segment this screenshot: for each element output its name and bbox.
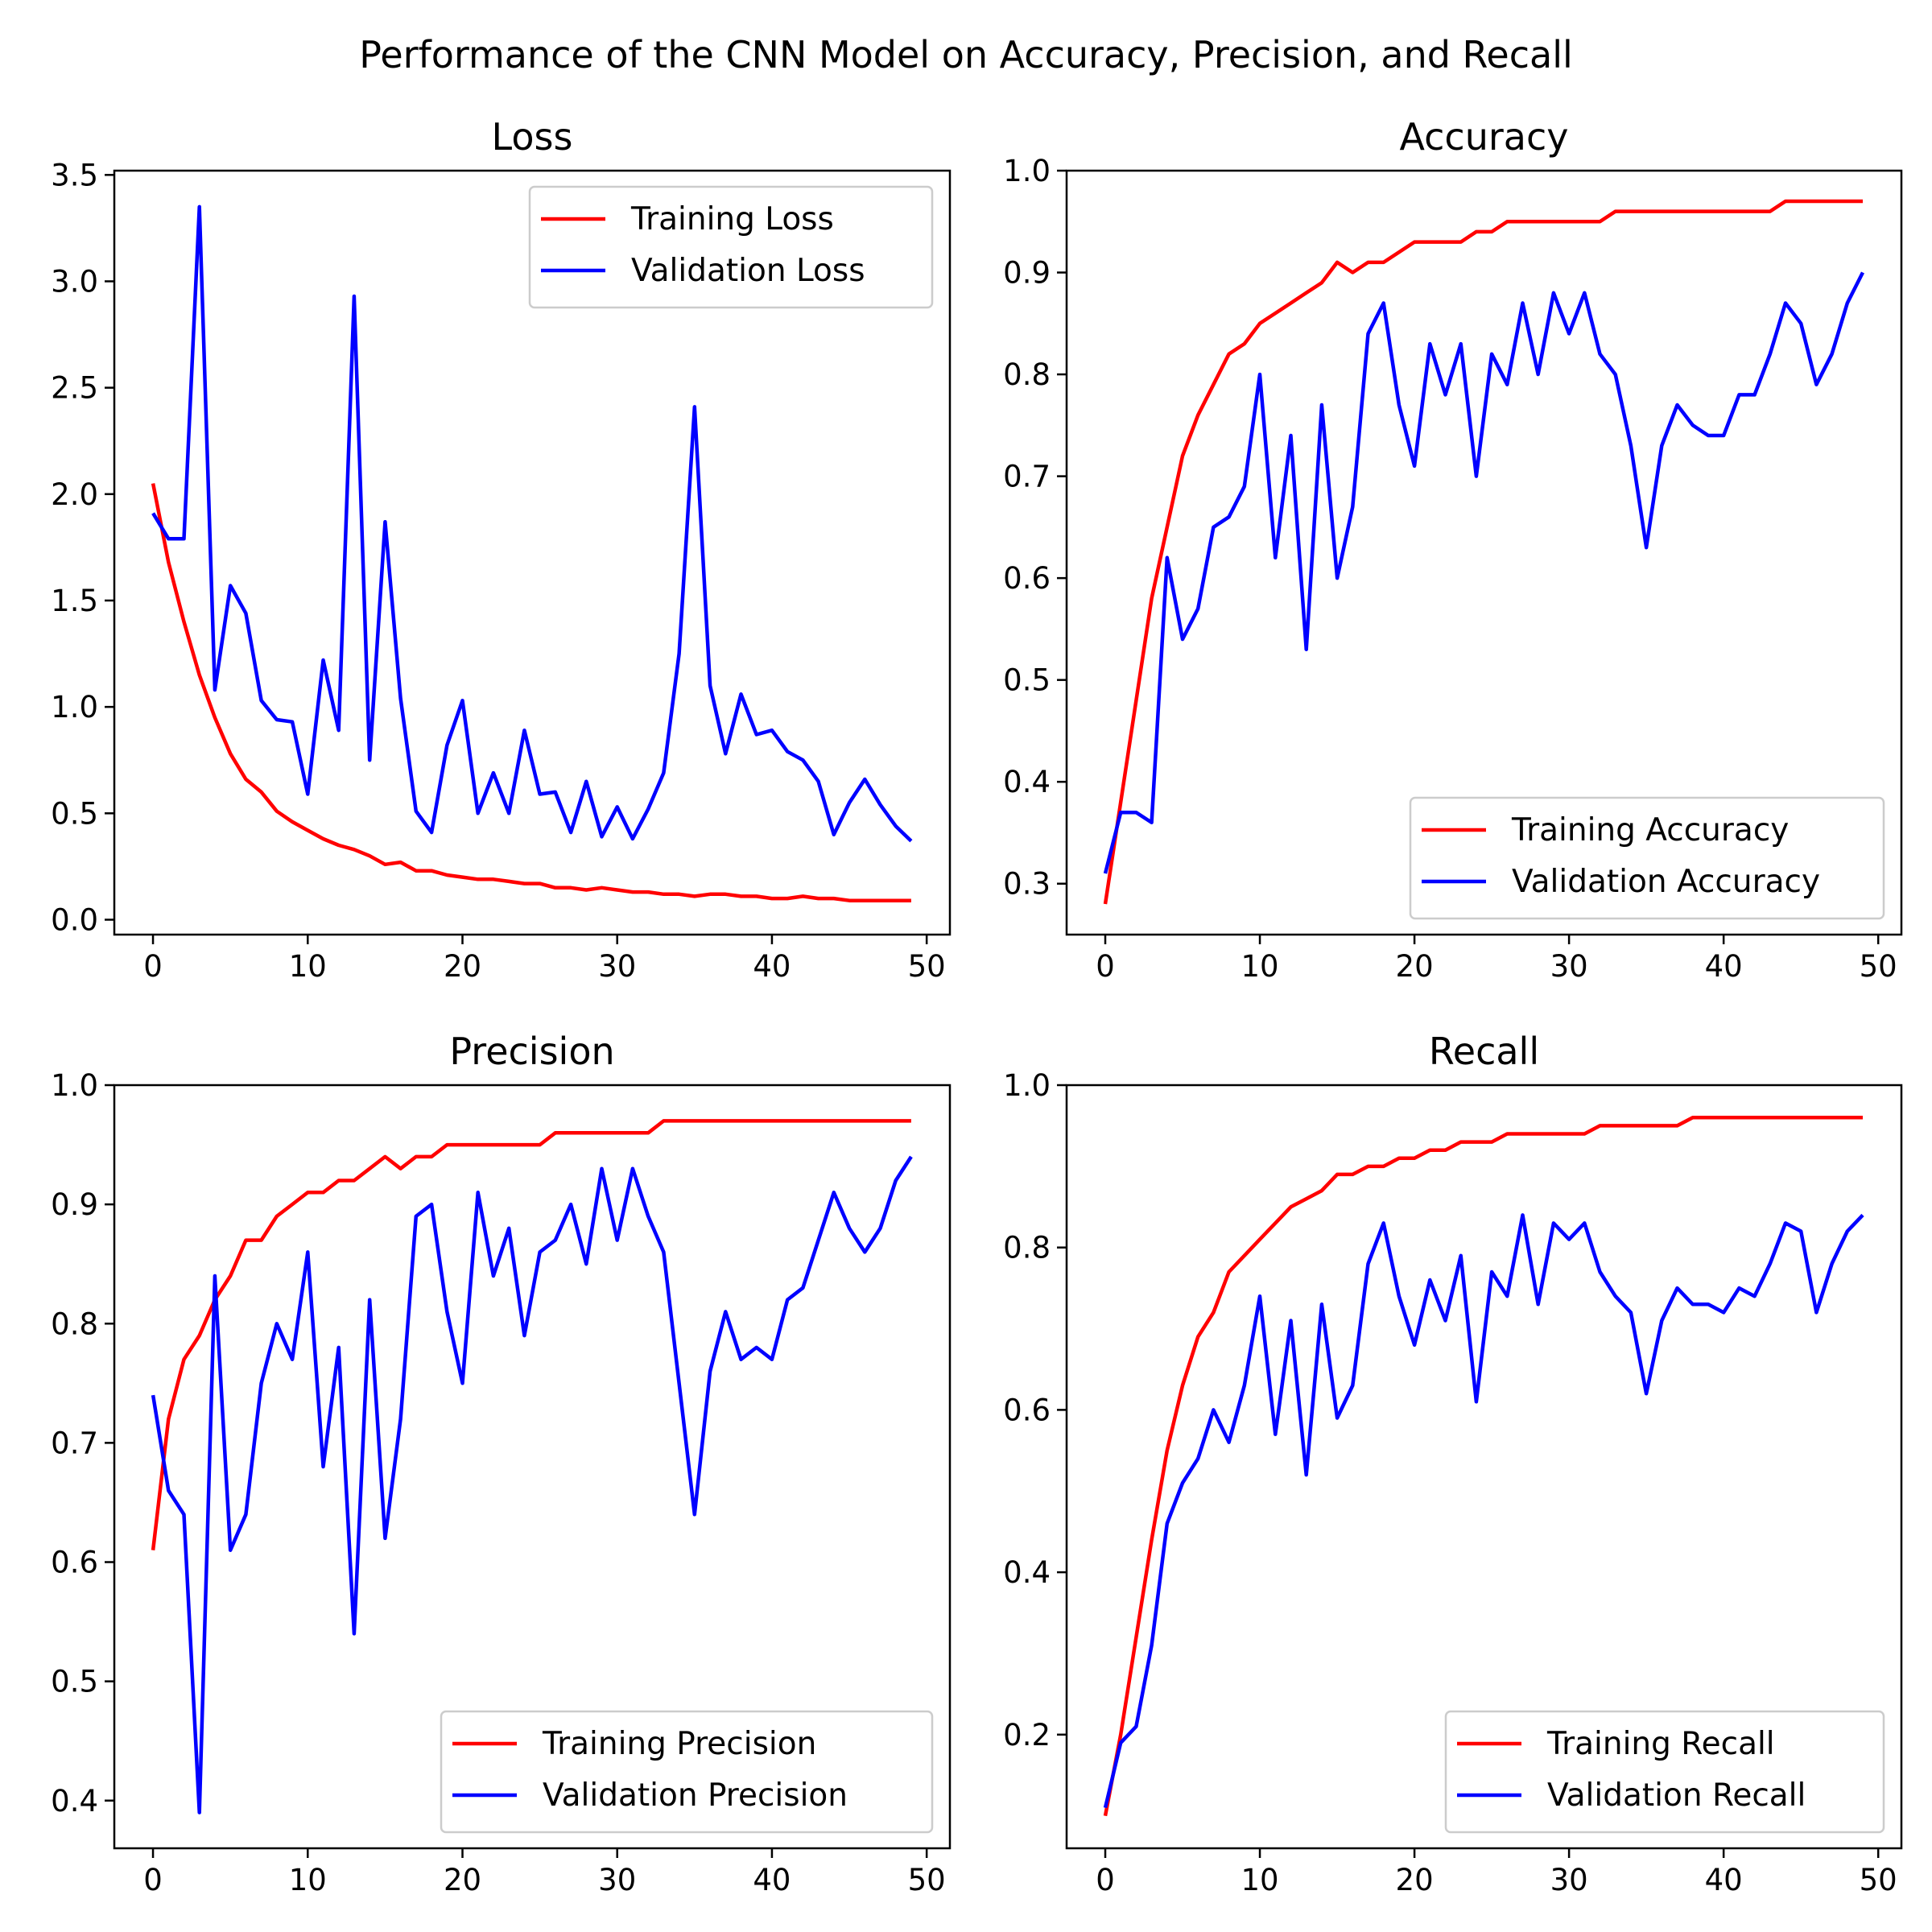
- legend-label: Training Recall: [1546, 1726, 1775, 1762]
- y-tick-label: 0.6: [51, 1546, 98, 1580]
- y-tick-label: 0.0: [51, 902, 98, 937]
- x-tick-label: 30: [598, 949, 636, 984]
- legend: Training Recall Validation Recall: [1444, 1710, 1885, 1834]
- series-line-validation-recall: [1103, 1213, 1864, 1809]
- y-tick-label: 0.5: [1003, 663, 1051, 698]
- x-tick-label: 10: [1241, 1863, 1278, 1897]
- subplot-title: Recall: [1429, 1030, 1539, 1073]
- y-tick-label: 0.8: [1003, 1231, 1051, 1265]
- x-tick-label: 40: [753, 1863, 791, 1897]
- x-tick-label: 50: [908, 1863, 946, 1897]
- legend: Training Precision Validation Precision: [440, 1710, 934, 1834]
- x-tick-label: 50: [1860, 1863, 1897, 1897]
- subplot-title: Precision: [449, 1030, 614, 1073]
- series-line-training-precision: [151, 1119, 911, 1550]
- series-line-validation-accuracy: [1103, 271, 1865, 874]
- y-tick-label: 2.0: [51, 477, 98, 512]
- axes-frame: [113, 169, 952, 936]
- y-tick-label: 0.2: [1003, 1718, 1051, 1752]
- series-line-validation-loss: [151, 204, 913, 843]
- legend: Training Accuracy Validation Accuracy: [1409, 796, 1885, 920]
- axes-frame: [113, 1084, 952, 1850]
- y-tick-label: 1.0: [51, 690, 98, 724]
- legend-label: Validation Loss: [631, 253, 865, 289]
- legend-label: Validation Precision: [543, 1777, 848, 1814]
- y-tick-label: 0.9: [51, 1187, 98, 1222]
- y-tick-label: 3.0: [51, 264, 98, 299]
- series-line-training-loss: [151, 483, 911, 902]
- x-tick-label: 30: [1550, 949, 1588, 984]
- x-tick-label: 30: [598, 1863, 636, 1897]
- y-tick-label: 0.8: [1003, 357, 1051, 392]
- series-group: [151, 204, 913, 902]
- axes-frame: [1065, 169, 1903, 936]
- y-tick-label: 1.0: [1003, 154, 1051, 188]
- x-tick-label: 20: [444, 949, 481, 984]
- y-tick-label: 1.0: [51, 1068, 98, 1103]
- x-tick-label: 10: [289, 1863, 327, 1897]
- x-tick-label: 0: [143, 1863, 163, 1897]
- subplot-loss: Loss 0 10 20 30 40 50 0.0 0.5 1.0 1.5 2.0 2.5 3.0 3.5 T…: [51, 115, 952, 984]
- y-tick-label: 0.6: [1003, 561, 1051, 596]
- series-group: [1103, 199, 1865, 905]
- x-tick-label: 50: [908, 949, 946, 984]
- subplot-accuracy: Accuracy 0 10 20 30 40 50 0.3 0.4 0.5 0.6 0.7 0.8 0.9…: [1003, 115, 1903, 984]
- x-tick-label: 20: [1396, 1863, 1434, 1897]
- x-tick-label: 0: [1096, 1863, 1115, 1897]
- x-tick-label: 0: [143, 949, 163, 984]
- legend-label: Training Precision: [542, 1726, 816, 1762]
- x-tick-label: 20: [1396, 949, 1434, 984]
- y-tick-label: 0.5: [51, 796, 98, 831]
- y-tick-label: 0.4: [51, 1784, 98, 1818]
- x-tick-label: 10: [1241, 949, 1278, 984]
- subplot-recall: Recall 0 10 20 30 40 50 0.2 0.4 0.6 0.8 1.0 Training…: [1003, 1030, 1903, 1897]
- axes-frame: [1065, 1084, 1903, 1850]
- y-tick-label: 0.6: [1003, 1393, 1051, 1427]
- y-tick-label: 0.4: [1003, 1555, 1051, 1590]
- subplot-precision: Precision 0 10 20 30 40 50 0.4 0.5 0.6 0.7 0.8 0.9 1.…: [51, 1030, 952, 1897]
- legend: Training Loss Validation Loss: [528, 185, 934, 309]
- figure-suptitle: Performance of the CNN Model on Accuracy…: [359, 33, 1573, 76]
- series-line-validation-precision: [151, 1155, 913, 1814]
- legend-box: [440, 1710, 934, 1834]
- series-line-training-recall: [1103, 1116, 1863, 1817]
- y-tick-label: 0.9: [1003, 256, 1051, 291]
- x-tick-label: 40: [1705, 1863, 1743, 1897]
- y-tick-label: 0.5: [51, 1665, 98, 1699]
- x-tick-label: 50: [1860, 949, 1897, 984]
- x-tick-label: 30: [1550, 1863, 1588, 1897]
- x-tick-label: 40: [1705, 949, 1743, 984]
- x-tick-label: 40: [753, 949, 791, 984]
- series-line-training-accuracy: [1103, 199, 1863, 905]
- x-tick-label: 0: [1096, 949, 1115, 984]
- y-tick-label: 0.4: [1003, 765, 1051, 799]
- legend-label: Training Loss: [630, 201, 834, 237]
- y-tick-label: 0.7: [51, 1426, 98, 1460]
- legend-label: Validation Recall: [1547, 1777, 1806, 1814]
- series-group: [151, 1119, 913, 1814]
- y-tick-label: 0.7: [1003, 460, 1051, 494]
- y-tick-label: 2.5: [51, 371, 98, 406]
- y-tick-label: 1.5: [51, 584, 98, 618]
- legend-label: Training Accuracy: [1511, 812, 1789, 848]
- y-tick-label: 1.0: [1003, 1068, 1051, 1103]
- y-tick-label: 3.5: [51, 158, 98, 192]
- subplot-title: Loss: [492, 115, 573, 159]
- y-tick-label: 0.8: [51, 1307, 98, 1341]
- x-tick-label: 20: [444, 1863, 481, 1897]
- legend-label: Validation Accuracy: [1512, 864, 1820, 900]
- legend-box: [528, 185, 934, 309]
- series-group: [1103, 1116, 1864, 1817]
- y-tick-label: 0.3: [1003, 867, 1051, 902]
- subplot-title: Accuracy: [1399, 115, 1568, 159]
- legend-box: [1444, 1710, 1885, 1834]
- legend-box: [1409, 796, 1885, 920]
- x-tick-label: 10: [289, 949, 327, 984]
